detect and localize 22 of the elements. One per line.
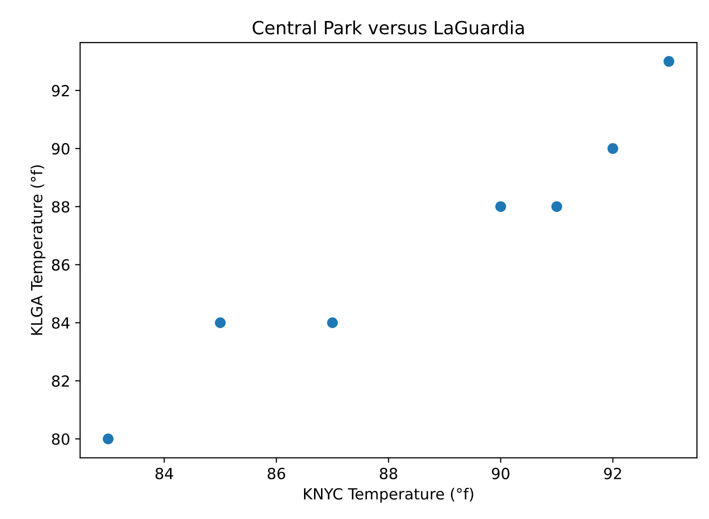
point <box>607 143 618 154</box>
x-tick-label: 90 <box>492 468 510 480</box>
x-tick-label: 88 <box>380 468 398 480</box>
point <box>495 201 506 212</box>
y-tick-label: 82 <box>52 375 69 387</box>
point <box>214 317 226 328</box>
x-axis-title: KNYC Temperature (°f) <box>304 488 474 503</box>
point <box>327 317 338 328</box>
y-axis-title: KLGA Temperature (°f) <box>30 165 46 335</box>
y-tick-label: 86 <box>52 259 70 271</box>
y-tick-label: 90 <box>52 143 70 155</box>
point <box>551 201 562 212</box>
point <box>102 434 114 444</box>
y-tick-label: 84 <box>52 317 70 329</box>
chart-title: Central Park versus LaGuardia <box>252 20 524 34</box>
x-tick-label: 92 <box>604 468 622 480</box>
y-tick-label: 88 <box>52 201 70 213</box>
point <box>664 56 674 67</box>
y-tick-label: 80 <box>52 433 70 445</box>
y-tick-label: 92 <box>52 84 69 96</box>
x-tick-label: 84 <box>156 468 174 480</box>
x-tick-label: 86 <box>268 468 286 480</box>
